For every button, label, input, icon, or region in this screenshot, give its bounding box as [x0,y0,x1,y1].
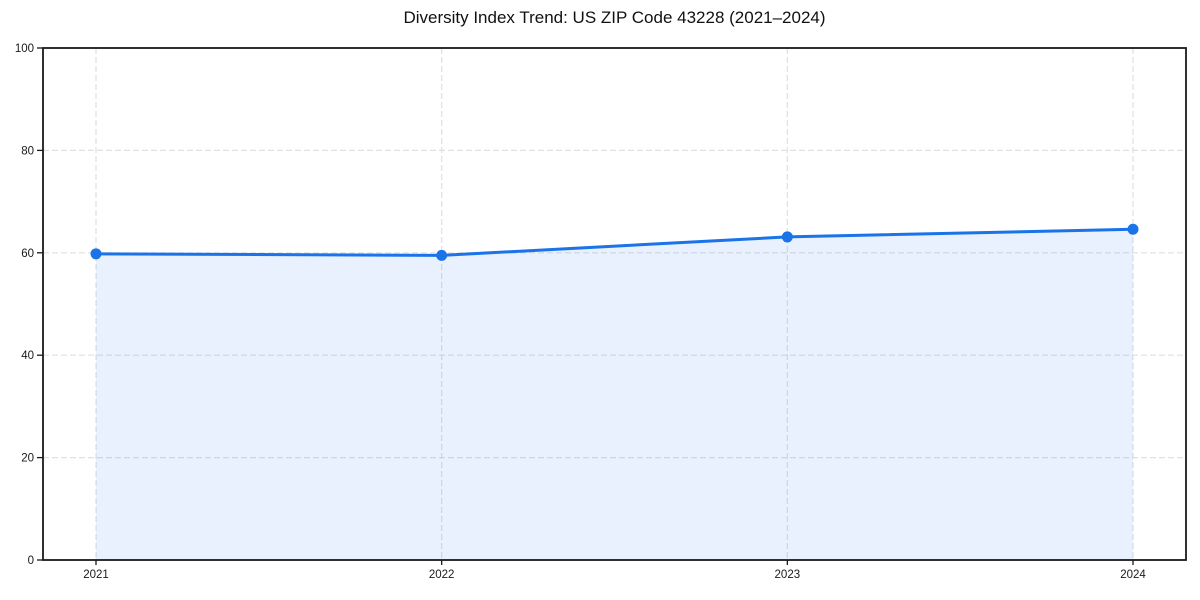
y-tick-label-20: 20 [21,453,34,465]
trend-line [94,227,1135,257]
y-tick-label-100: 100 [15,43,34,55]
x-tick-label-2022: 2022 [429,569,455,581]
data-point-2021 [90,248,102,260]
y-tick-label-40: 40 [21,350,34,362]
x-tick-label-2021: 2021 [83,569,109,581]
data-point-2024 [1127,223,1139,235]
x-tick-label-2024: 2024 [1120,569,1146,581]
y-tick-label-0: 0 [28,555,34,567]
y-tick-label-80: 80 [21,145,34,157]
data-point-2023 [781,231,793,243]
data-point-2022 [436,249,448,261]
chart-title: Diversity Index Trend: US ZIP Code 43228… [403,8,826,27]
area-fill [96,229,1133,561]
y-tick-label-60: 60 [21,248,34,260]
x-tick-label-2023: 2023 [775,569,801,581]
plot-box-spines [42,47,1187,561]
